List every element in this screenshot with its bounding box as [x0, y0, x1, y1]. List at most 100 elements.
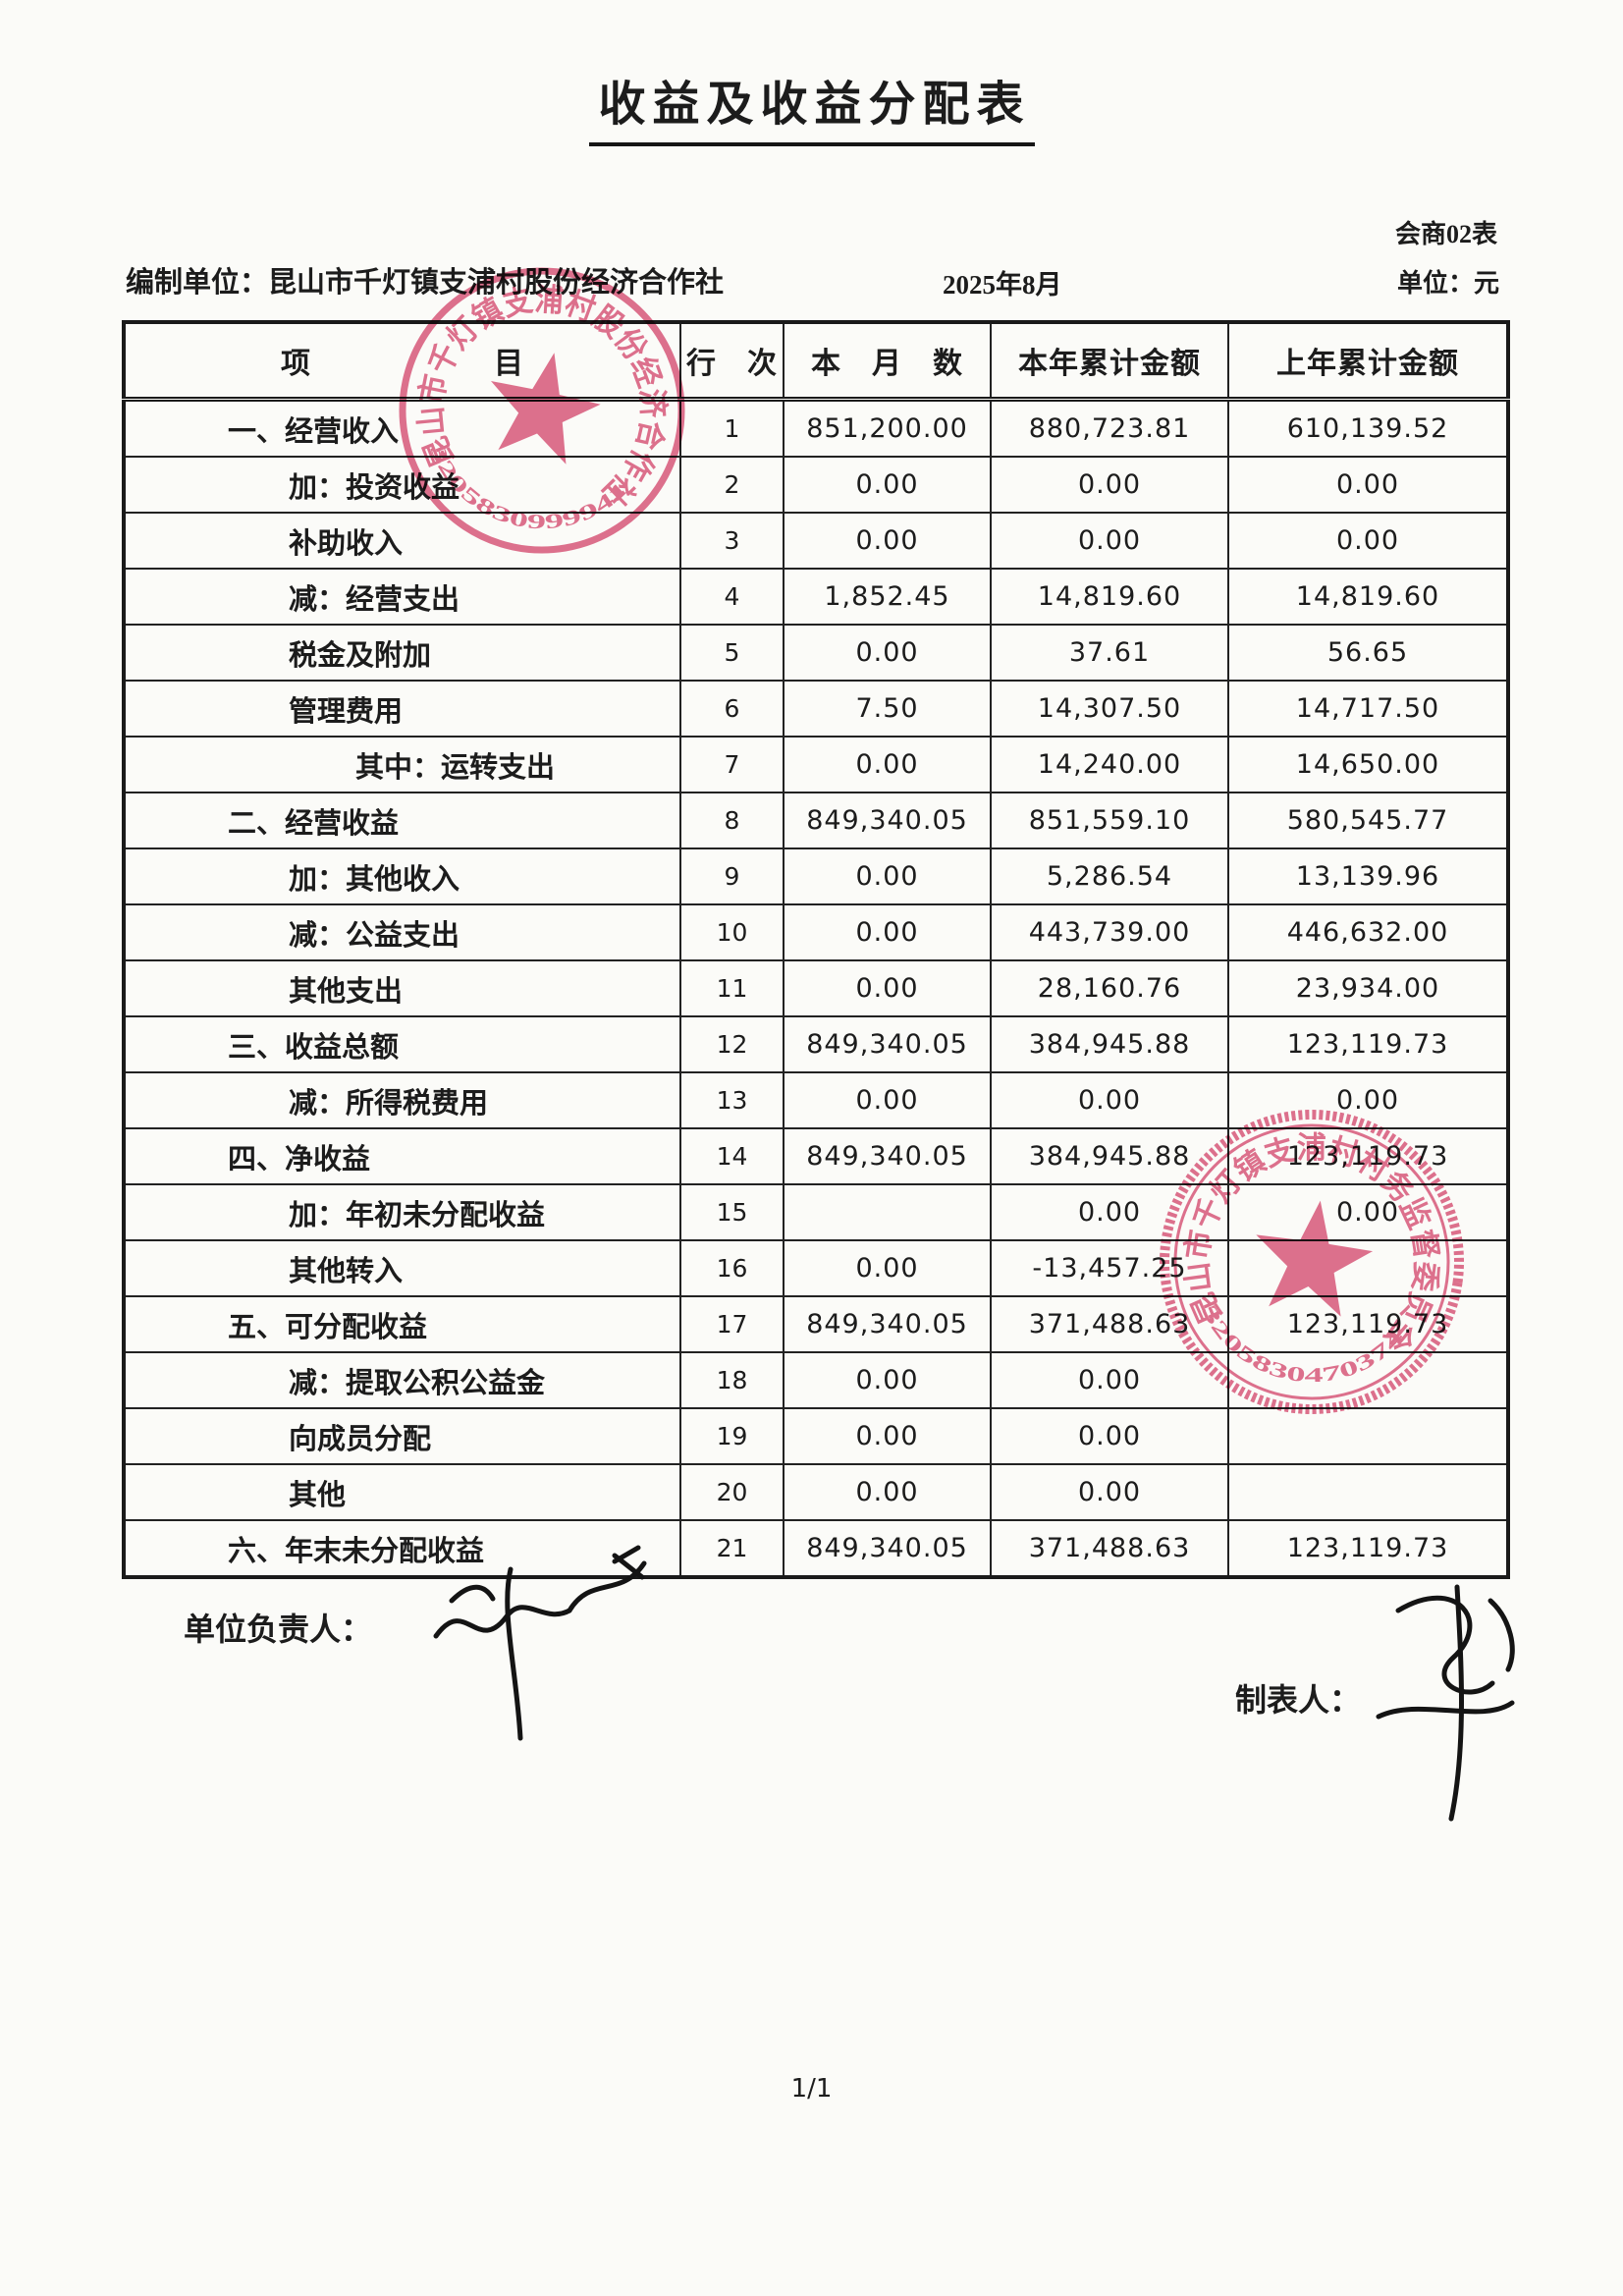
row-ytd: 0.00 — [990, 512, 1229, 570]
table-row: 加：其他收入 9 0.00 5,286.54 13,139.96 — [123, 847, 1509, 905]
row-label: 减：公益支出 — [123, 903, 681, 961]
row-label: 减：所得税费用 — [123, 1071, 681, 1129]
seal-ring — [399, 267, 685, 554]
header-prev-year: 上年累计金额 — [1227, 321, 1509, 402]
seal-number-text: 3205830470374 — [1189, 1297, 1411, 1400]
seal-ring-braided — [1160, 1110, 1464, 1414]
row-prev: 446,632.00 — [1227, 903, 1509, 961]
row-label: 其他支出 — [123, 959, 681, 1017]
row-monthly: 849,340.05 — [783, 1519, 992, 1578]
row-line: 8 — [679, 792, 784, 849]
row-ytd: 384,945.88 — [990, 1015, 1229, 1073]
table-row: 税金及附加 5 0.00 37.61 56.65 — [123, 624, 1509, 682]
row-line: 6 — [679, 680, 784, 738]
row-line: 11 — [679, 959, 784, 1017]
row-label: 二、经营收益 — [123, 792, 681, 849]
table-row: 三、收益总额 12 849,340.05 384,945.88 123,119.73 — [123, 1015, 1509, 1073]
seal-star-icon — [1256, 1200, 1374, 1317]
row-ytd: -13,457.25 — [990, 1239, 1229, 1297]
row-monthly: 849,340.05 — [783, 1295, 992, 1353]
row-prev: 23,934.00 — [1227, 959, 1509, 1017]
seal-ring-inner — [1173, 1123, 1450, 1400]
row-prev: 580,545.77 — [1227, 792, 1509, 849]
row-line: 10 — [679, 903, 784, 961]
row-monthly: 0.00 — [783, 1351, 992, 1409]
row-ytd: 443,739.00 — [990, 903, 1229, 961]
official-seal-cooperative: 昆山市千灯镇支浦村股份经济合作社 3205830999941 — [399, 257, 695, 554]
row-monthly: 0.00 — [783, 736, 992, 793]
row-prev: 0.00 — [1227, 512, 1509, 570]
row-line: 2 — [679, 456, 784, 514]
currency-unit: 单位：元 — [1396, 269, 1499, 298]
row-label: 税金及附加 — [123, 624, 681, 682]
row-label: 向成员分配 — [123, 1407, 681, 1465]
row-prev — [1227, 1463, 1509, 1521]
row-label: 四、净收益 — [123, 1127, 681, 1185]
row-monthly: 0.00 — [783, 1071, 992, 1129]
row-ytd: 28,160.76 — [990, 959, 1229, 1017]
row-ytd: 0.00 — [990, 1463, 1229, 1521]
row-monthly: 0.00 — [783, 903, 992, 961]
row-ytd: 880,723.81 — [990, 398, 1229, 458]
row-ytd: 0.00 — [990, 1071, 1229, 1129]
table-row: 减：公益支出 10 0.00 443,739.00 446,632.00 — [123, 903, 1509, 961]
row-monthly: 0.00 — [783, 1239, 992, 1297]
row-prev: 123,119.73 — [1227, 1519, 1509, 1578]
report-period: 2025年8月 — [943, 270, 1062, 300]
row-ytd: 14,240.00 — [990, 736, 1229, 793]
row-label: 五、可分配收益 — [123, 1295, 681, 1353]
table-row: 六、年末未分配收益 21 849,340.05 371,488.63 123,119.7… — [123, 1519, 1509, 1578]
row-line: 9 — [679, 847, 784, 905]
row-label: 管理费用 — [123, 680, 681, 738]
table-row: 减：经营支出 4 1,852.45 14,819.60 14,819.60 — [123, 568, 1509, 626]
page-title: 收益及收益分配表 — [588, 65, 1035, 146]
row-ytd: 14,819.60 — [990, 568, 1229, 626]
table-row: 向成员分配 19 0.00 0.00 — [123, 1407, 1509, 1465]
row-prev: 123,119.73 — [1227, 1015, 1509, 1073]
row-label: 加：其他收入 — [123, 847, 681, 905]
row-line: 15 — [679, 1183, 784, 1241]
row-ytd: 851,559.10 — [990, 792, 1229, 849]
responsible-person-signature — [433, 1545, 647, 1741]
table-row: 其他转入 16 0.00 -13,457.25 — [123, 1239, 1509, 1297]
row-monthly: 849,340.05 — [783, 792, 992, 849]
row-monthly: 0.00 — [783, 1463, 992, 1521]
row-label: 补助收入 — [123, 512, 681, 570]
row-ytd: 0.00 — [990, 456, 1229, 514]
row-label: 其中：运转支出 — [123, 736, 681, 793]
table-row: 一、经营收入 1 851,200.00 880,723.81 610,139.52 — [123, 398, 1509, 458]
table-row: 二、经营收益 8 849,340.05 851,559.10 580,545.77 — [123, 792, 1509, 849]
row-line: 19 — [679, 1407, 784, 1465]
header-monthly: 本 月 数 — [783, 321, 992, 402]
table-row: 其中：运转支出 7 0.00 14,240.00 14,650.00 — [123, 736, 1509, 793]
row-ytd: 5,286.54 — [990, 847, 1229, 905]
row-monthly: 0.00 — [783, 512, 992, 570]
row-line: 18 — [679, 1351, 784, 1409]
row-monthly: 0.00 — [783, 1407, 992, 1465]
table-header-row: 项 目 行 次 本 月 数 本年累计金额 上年累计金额 — [123, 321, 1509, 402]
row-monthly — [783, 1183, 992, 1241]
row-monthly: 0.00 — [783, 959, 992, 1017]
row-monthly: 0.00 — [783, 847, 992, 905]
income-distribution-table: 项 目 行 次 本 月 数 本年累计金额 上年累计金额 一、经营收入 1 851,2… — [122, 320, 1510, 1579]
row-line: 3 — [679, 512, 784, 570]
table-row: 五、可分配收益 17 849,340.05 371,488.63 123,119.73 — [123, 1295, 1509, 1353]
row-line: 4 — [679, 568, 784, 626]
row-monthly: 849,340.05 — [783, 1127, 992, 1185]
header-line-no: 行 次 — [679, 321, 784, 402]
row-line: 7 — [679, 736, 784, 793]
row-prev: 13,139.96 — [1227, 847, 1509, 905]
row-prev — [1227, 1407, 1509, 1465]
table-row: 加：年初未分配收益 15 0.00 0.00 — [123, 1183, 1509, 1241]
seal-star-icon — [490, 353, 601, 465]
row-label: 减：经营支出 — [123, 568, 681, 626]
row-ytd: 0.00 — [990, 1183, 1229, 1241]
row-prev: 0.00 — [1227, 456, 1509, 514]
row-line: 13 — [679, 1071, 784, 1129]
table-row: 减：所得税费用 13 0.00 0.00 0.00 — [123, 1071, 1509, 1129]
row-line: 5 — [679, 624, 784, 682]
header-ytd: 本年累计金额 — [990, 321, 1229, 402]
prepared-by: 编制单位：昆山市千灯镇支浦村股份经济合作社 — [126, 267, 725, 299]
row-label: 三、收益总额 — [123, 1015, 681, 1073]
